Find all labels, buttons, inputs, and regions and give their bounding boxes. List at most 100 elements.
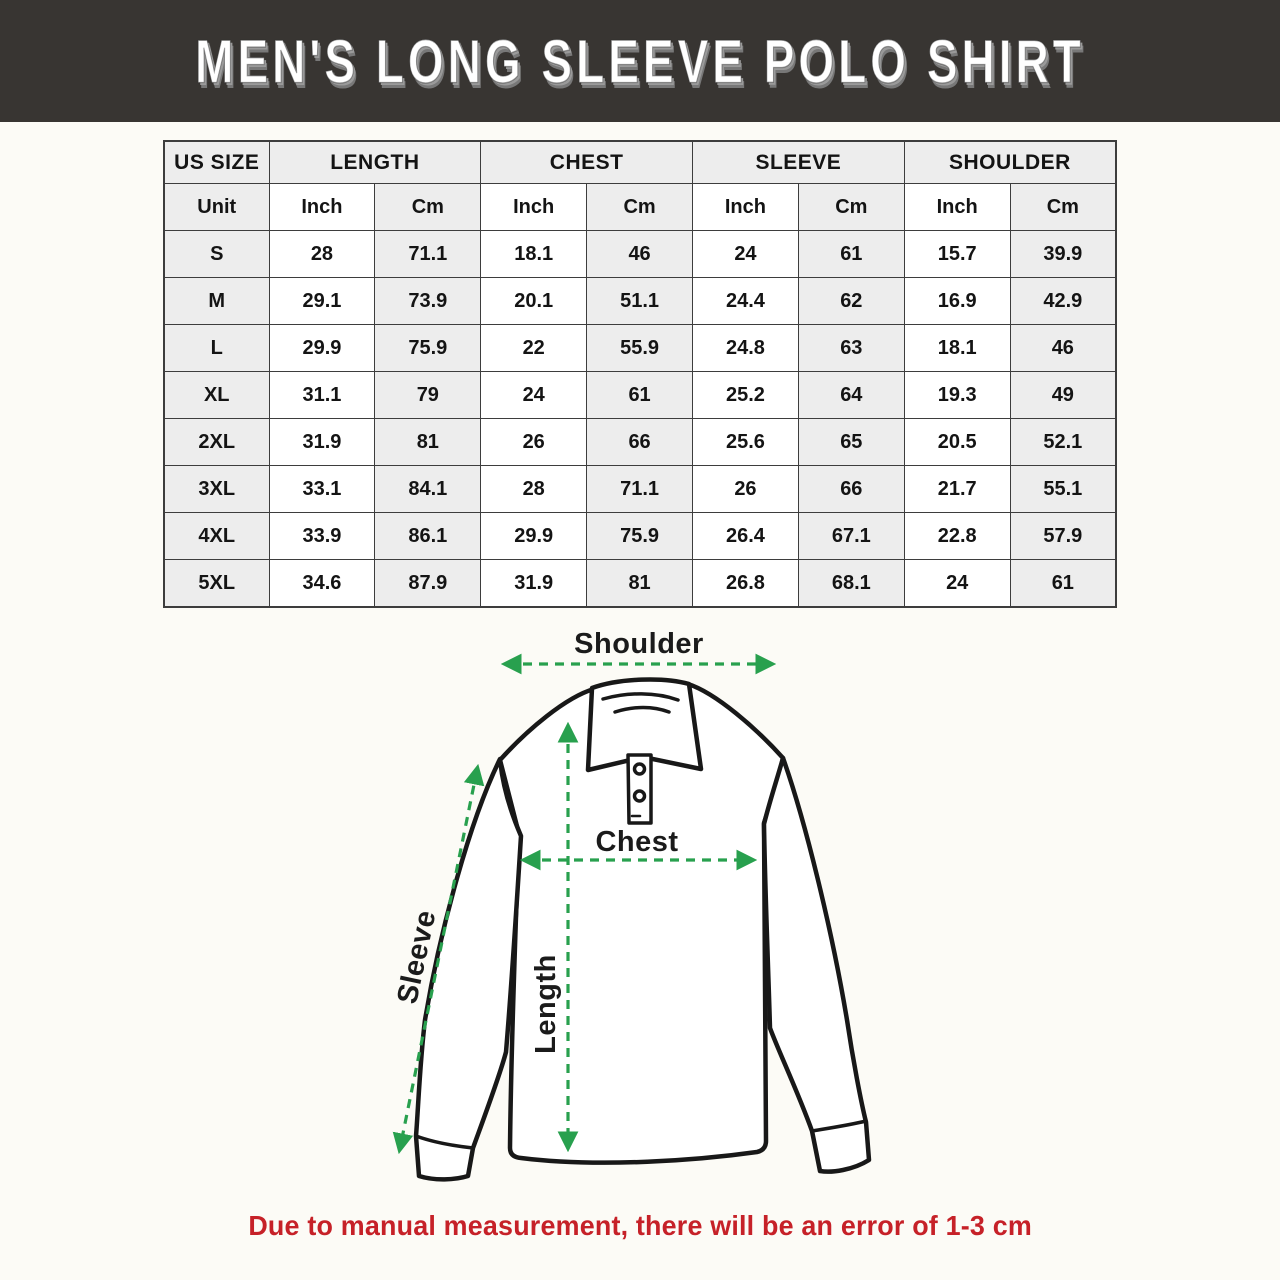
value-cell: 66 [586, 418, 693, 466]
table-row: S 28 71.1 18.1 46 24 61 15.7 39.9 [163, 230, 1117, 278]
value-cell: 62 [797, 277, 905, 325]
column-header-chest: CHEST [480, 140, 693, 184]
value-cell: 87.9 [374, 559, 482, 608]
value-cell: 81 [374, 418, 482, 466]
table-group-header-row: US SIZE LENGTH CHEST SLEEVE SHOULDER [163, 140, 1117, 184]
value-cell: 55.9 [586, 324, 693, 372]
value-cell: 61 [1009, 559, 1117, 608]
value-cell: 61 [797, 230, 905, 278]
table-row: XL 31.1 79 24 61 25.2 64 19.3 49 [163, 371, 1117, 419]
size-cell: 4XL [163, 512, 270, 560]
value-cell: 86.1 [374, 512, 482, 560]
button-top [632, 762, 647, 776]
shirt-right-sleeve [761, 755, 872, 1174]
table-row: M 29.1 73.9 20.1 51.1 24.4 62 16.9 42.9 [163, 277, 1117, 325]
value-cell: 67.1 [797, 512, 905, 560]
value-cell: 57.9 [1009, 512, 1117, 560]
unit-cell: Inch [268, 183, 376, 231]
size-cell: M [163, 277, 270, 325]
value-cell: 16.9 [903, 277, 1011, 325]
unit-cell: Inch [480, 183, 588, 231]
size-cell: S [163, 230, 270, 278]
value-cell: 28 [268, 230, 376, 278]
value-cell: 19.3 [903, 371, 1011, 419]
value-cell: 68.1 [797, 559, 905, 608]
value-cell: 71.1 [374, 230, 482, 278]
table-row: 3XL 33.1 84.1 28 71.1 26 66 21.7 55.1 [163, 465, 1117, 513]
value-cell: 24.8 [692, 324, 799, 372]
value-cell: 24.4 [692, 277, 799, 325]
value-cell: 49 [1009, 371, 1117, 419]
value-cell: 61 [586, 371, 693, 419]
value-cell: 18.1 [480, 230, 588, 278]
value-cell: 28 [480, 465, 588, 513]
value-cell: 66 [797, 465, 905, 513]
chest-label: Chest [595, 826, 678, 858]
value-cell: 71.1 [586, 465, 693, 513]
value-cell: 29.9 [268, 324, 376, 372]
value-cell: 26 [692, 465, 799, 513]
value-cell: 20.1 [480, 277, 588, 325]
value-cell: 79 [374, 371, 482, 419]
value-cell: 84.1 [374, 465, 482, 513]
value-cell: 75.9 [374, 324, 482, 372]
value-cell: 29.9 [480, 512, 588, 560]
value-cell: 34.6 [268, 559, 376, 608]
table-row: 4XL 33.9 86.1 29.9 75.9 26.4 67.1 22.8 57.9 [163, 512, 1117, 560]
value-cell: 75.9 [586, 512, 693, 560]
value-cell: 21.7 [903, 465, 1011, 513]
size-cell: L [163, 324, 270, 372]
left-cuff-seam [414, 1134, 475, 1150]
value-cell: 15.7 [903, 230, 1011, 278]
value-cell: 25.6 [692, 418, 799, 466]
shirt-collar [585, 677, 704, 773]
value-cell: 25.2 [692, 371, 799, 419]
size-cell: XL [163, 371, 270, 419]
unit-cell: Cm [1009, 183, 1117, 231]
unit-cell: Unit [163, 183, 270, 231]
value-cell: 39.9 [1009, 230, 1117, 278]
title-banner: MEN'S LONG SLEEVE POLO SHIRT [0, 0, 1280, 122]
size-table: US SIZE LENGTH CHEST SLEEVE SHOULDER Uni… [163, 140, 1117, 608]
shirt-body-outline [497, 681, 786, 1165]
unit-cell: Inch [692, 183, 799, 231]
value-cell: 51.1 [586, 277, 693, 325]
right-cuff-seam [810, 1119, 868, 1133]
column-header-length: LENGTH [268, 140, 482, 184]
value-cell: 55.1 [1009, 465, 1117, 513]
sleeve-arrow [392, 763, 485, 1155]
table-row: 2XL 31.9 81 26 66 25.6 65 20.5 52.1 [163, 418, 1117, 466]
value-cell: 65 [797, 418, 905, 466]
unit-cell: Inch [903, 183, 1011, 231]
length-label: Length [530, 954, 562, 1054]
value-cell: 42.9 [1009, 277, 1117, 325]
size-cell: 3XL [163, 465, 270, 513]
table-row: L 29.9 75.9 22 55.9 24.8 63 18.1 46 [163, 324, 1117, 372]
unit-cell: Cm [374, 183, 482, 231]
value-cell: 31.9 [480, 559, 588, 608]
shirt-placket [626, 753, 653, 825]
value-cell: 33.1 [268, 465, 376, 513]
unit-cell: Cm [797, 183, 905, 231]
value-cell: 46 [586, 230, 693, 278]
disclaimer-text: Due to manual measurement, there will be… [248, 1210, 1032, 1241]
collar-band-line-1 [601, 692, 680, 702]
value-cell: 26 [480, 418, 588, 466]
value-cell: 31.1 [268, 371, 376, 419]
value-cell: 29.1 [268, 277, 376, 325]
shirt-left-sleeve [413, 756, 524, 1182]
table-unit-row: Unit Inch Cm Inch Cm Inch Cm Inch Cm [163, 183, 1117, 231]
value-cell: 24 [903, 559, 1011, 608]
value-cell: 33.9 [268, 512, 376, 560]
value-cell: 63 [797, 324, 905, 372]
value-cell: 22 [480, 324, 588, 372]
collar-band-line-2 [613, 705, 671, 714]
value-cell: 52.1 [1009, 418, 1117, 466]
value-cell: 24 [480, 371, 588, 419]
value-cell: 81 [586, 559, 693, 608]
table-row: 5XL 34.6 87.9 31.9 81 26.8 68.1 24 61 [163, 559, 1117, 608]
shoulder-label: Shoulder [574, 628, 704, 660]
measurement-disclaimer: Due to manual measurement, there will be… [0, 1210, 1280, 1242]
unit-cell: Cm [586, 183, 693, 231]
value-cell: 31.9 [268, 418, 376, 466]
